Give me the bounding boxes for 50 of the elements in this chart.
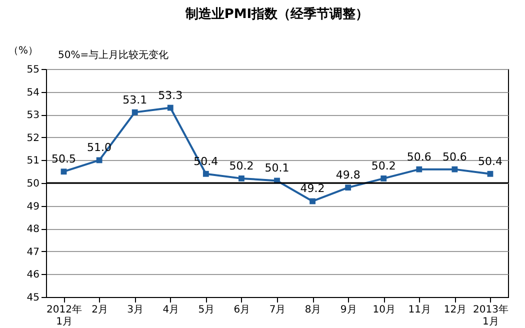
x-tick-label: 6月	[234, 304, 250, 316]
x-tick-label: 3月	[127, 304, 144, 316]
x-tick-label: 8月	[304, 304, 322, 316]
point	[380, 175, 387, 182]
point	[452, 166, 458, 172]
data-label: 53.3	[158, 88, 183, 102]
chart-title: 制造业PMI指数（经季节调整）	[184, 6, 369, 22]
point	[96, 157, 102, 164]
point	[345, 184, 352, 191]
y-tick-label: 48	[26, 224, 40, 236]
y-tick-label: 53	[26, 110, 40, 122]
x-tick-label: 5月	[198, 304, 215, 316]
x-tick-label: 2月	[92, 304, 108, 316]
y-tick-label: 47	[26, 246, 40, 258]
point	[202, 170, 209, 177]
data-label: 50.1	[264, 162, 290, 175]
y-tick-label: 46	[26, 270, 40, 281]
point	[487, 170, 494, 177]
x-tick-label: 10月	[372, 304, 396, 316]
point	[310, 198, 316, 204]
y-tick-label: 52	[26, 132, 40, 144]
point	[167, 104, 174, 111]
y-tick-label: 50	[26, 178, 40, 190]
point	[132, 109, 138, 116]
x-tick-label: 12月	[444, 304, 467, 316]
point	[238, 175, 244, 182]
y-tick-label: 49	[26, 201, 40, 212]
point	[416, 166, 422, 172]
text: 50%=与上月比较无变化	[58, 49, 169, 61]
x-tick-label: 7月	[269, 304, 286, 316]
x-tick-label: 2013年 1月	[473, 304, 508, 328]
data-label: 53.1	[122, 93, 148, 106]
data-label: 50.6	[442, 150, 467, 164]
y-axis-title: （%）	[8, 46, 38, 56]
point	[60, 168, 67, 175]
x-tick-label: 11月	[408, 304, 432, 316]
data-label: 50.6	[406, 150, 432, 164]
data-label: 50.4	[478, 154, 502, 168]
x-tick-label: 2012年 1月	[46, 304, 82, 328]
data-label: 50.2	[229, 159, 254, 172]
data-label: 50.5	[52, 152, 76, 166]
y-tick-label: 54	[26, 87, 40, 98]
x-tick-label: 9月	[340, 304, 357, 316]
y-tick-label: 51	[26, 156, 40, 167]
x-tick-label: 4月	[162, 304, 180, 316]
data-label: 50.2	[371, 159, 396, 172]
y-tick-label: 55	[26, 64, 40, 76]
data-label: 49.8	[336, 168, 360, 182]
data-label: 49.2	[300, 182, 325, 196]
y-tick-label: 45	[26, 292, 40, 304]
